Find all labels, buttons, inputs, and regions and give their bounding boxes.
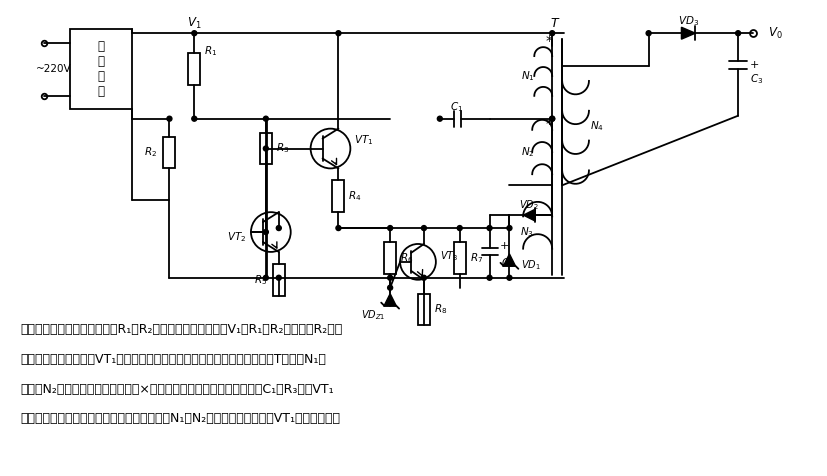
Text: 从而在N₂绕组中感应出同名端（带×端）为正的感应电压，此电压通过C₁和R₃加到VT₁: 从而在N₂绕组中感应出同名端（带×端）为正的感应电压，此电压通过C₁和R₃加到V…: [21, 383, 334, 396]
Text: *: *: [546, 117, 552, 131]
Circle shape: [263, 229, 268, 235]
Text: $R_2$: $R_2$: [145, 146, 157, 159]
Text: $R_1$: $R_1$: [204, 44, 218, 58]
Circle shape: [550, 31, 555, 36]
Bar: [454, 242, 466, 274]
Circle shape: [437, 116, 442, 121]
Text: $R_8$: $R_8$: [434, 303, 447, 317]
Text: 出启动电压送到开关管VT₁基极，使其导通，产生的集电极电流流经变压器T的绕组N₁，: 出启动电压送到开关管VT₁基极，使其导通，产生的集电极电流流经变压器T的绕组N₁…: [21, 353, 326, 366]
Circle shape: [550, 116, 555, 121]
Circle shape: [646, 31, 651, 36]
Circle shape: [276, 275, 281, 280]
Text: $N_4$: $N_4$: [590, 119, 604, 132]
Circle shape: [192, 116, 197, 121]
Circle shape: [457, 226, 462, 230]
Text: *: *: [546, 34, 552, 48]
Circle shape: [487, 275, 492, 280]
Text: $N_2$: $N_2$: [521, 145, 534, 159]
Circle shape: [550, 116, 555, 121]
Circle shape: [336, 226, 341, 230]
Bar: [385, 242, 396, 274]
Text: $VD_1$: $VD_1$: [521, 258, 541, 272]
Circle shape: [167, 116, 172, 121]
Text: $R_7$: $R_7$: [470, 251, 483, 265]
Text: $R_6$: $R_6$: [400, 251, 414, 265]
Circle shape: [735, 31, 741, 36]
Text: $VT_3$: $VT_3$: [440, 249, 458, 263]
Text: $R_3$: $R_3$: [276, 142, 289, 156]
Polygon shape: [504, 254, 515, 266]
Text: $VT_2$: $VT_2$: [227, 230, 246, 244]
Text: $C_3$: $C_3$: [750, 72, 763, 86]
Text: $C_2$: $C_2$: [501, 256, 514, 270]
Circle shape: [263, 275, 268, 280]
Text: $V_1$: $V_1$: [187, 16, 202, 31]
Circle shape: [263, 146, 268, 151]
Text: $R_5$: $R_5$: [254, 273, 267, 287]
Text: ~220V: ~220V: [36, 64, 72, 74]
Polygon shape: [523, 209, 535, 221]
Text: $VD_2$: $VD_2$: [519, 198, 539, 212]
Bar: [70, 29, 131, 109]
Circle shape: [276, 226, 281, 230]
Text: $R_4$: $R_4$: [348, 189, 361, 203]
Bar: [189, 53, 200, 85]
Text: $V_0$: $V_0$: [768, 26, 782, 41]
Text: +: +: [500, 241, 509, 251]
Bar: [332, 180, 344, 212]
Text: $VD_{Z1}$: $VD_{Z1}$: [361, 308, 385, 322]
Circle shape: [388, 275, 393, 280]
Text: +: +: [750, 60, 759, 70]
Circle shape: [507, 226, 512, 230]
Text: $N_1$: $N_1$: [520, 69, 534, 83]
Circle shape: [507, 275, 512, 280]
Text: 整
流
滤
波: 整 流 滤 波: [98, 40, 104, 98]
Bar: [164, 137, 175, 169]
Polygon shape: [385, 294, 396, 306]
Circle shape: [422, 226, 427, 230]
Bar: [260, 133, 272, 164]
Text: 路、稳压电路等组成。图中，R₁和R₂是启动电阻，输入电压V₁经R₁和R₂分压后从R₂上取: 路、稳压电路等组成。图中，R₁和R₂是启动电阻，输入电压V₁经R₁和R₂分压后从…: [21, 323, 342, 336]
Text: 的基极，使基极电流增加，集电极电流增加，N₁和N₂上的感应电压升高，VT₁的基极电流进: 的基极，使基极电流增加，集电极电流增加，N₁和N₂上的感应电压升高，VT₁的基极…: [21, 412, 340, 426]
Text: $VT_1$: $VT_1$: [354, 134, 374, 148]
Circle shape: [336, 31, 341, 36]
Bar: [418, 294, 430, 326]
Bar: [273, 264, 284, 296]
Polygon shape: [681, 27, 696, 39]
Text: $VD_3$: $VD_3$: [678, 14, 699, 28]
Circle shape: [422, 275, 427, 280]
Text: $C_1$: $C_1$: [450, 100, 463, 114]
Circle shape: [388, 226, 393, 230]
Text: T: T: [550, 17, 558, 30]
Circle shape: [192, 31, 197, 36]
Circle shape: [487, 226, 492, 230]
Text: $N_3$: $N_3$: [520, 226, 534, 239]
Circle shape: [263, 116, 268, 121]
Circle shape: [388, 285, 393, 290]
